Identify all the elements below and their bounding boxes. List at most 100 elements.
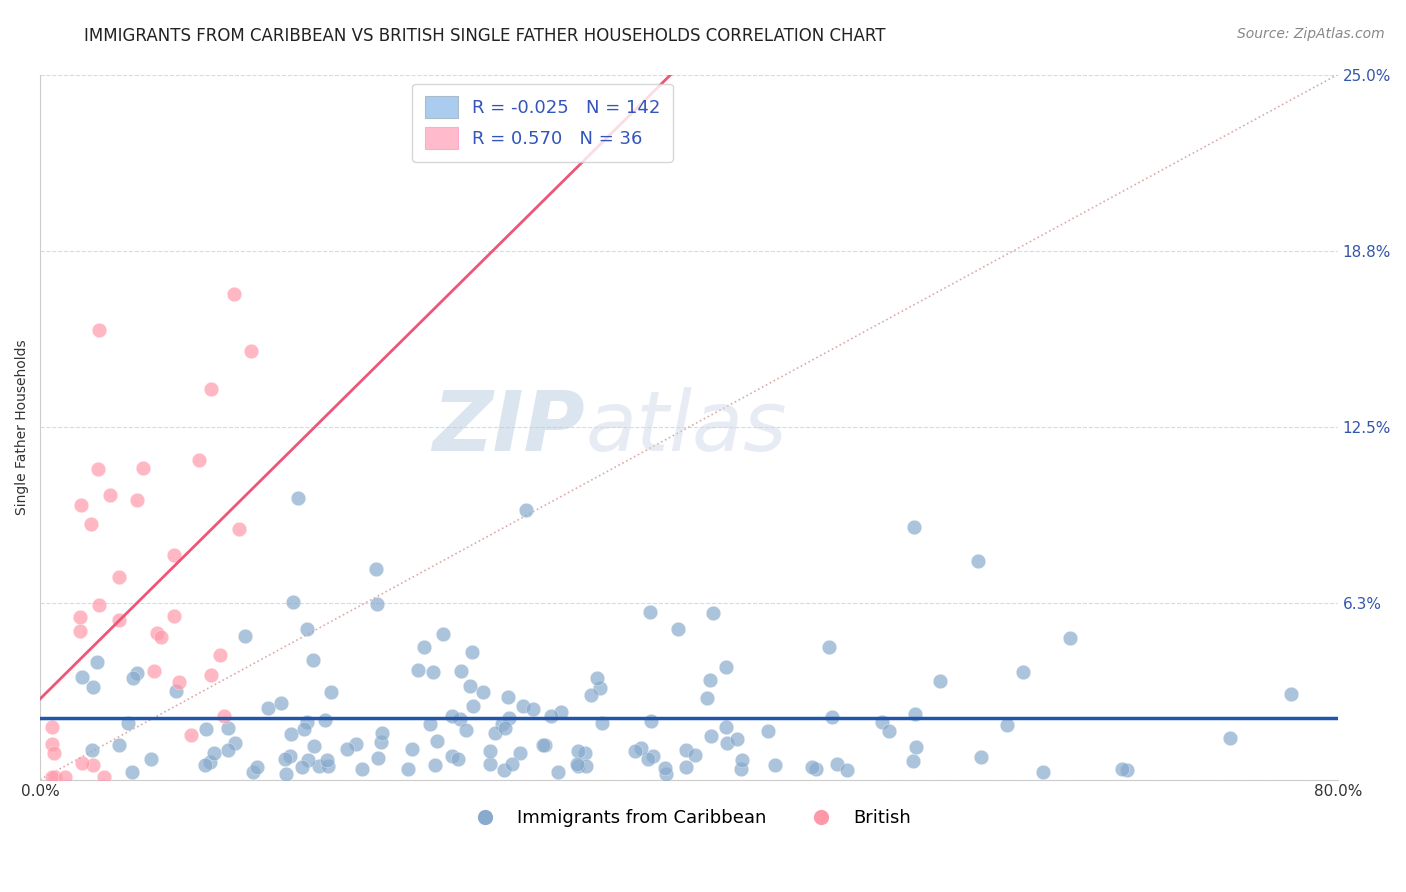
Point <box>904 706 927 721</box>
Point <box>274 752 297 766</box>
Point <box>117 716 139 731</box>
Point <box>108 738 131 752</box>
Point <box>640 714 662 728</box>
Point <box>804 762 827 776</box>
Point <box>763 758 786 772</box>
Point <box>818 640 841 655</box>
Point <box>200 382 222 396</box>
Point <box>198 756 221 770</box>
Point <box>1012 665 1035 679</box>
Point <box>412 640 434 654</box>
Point <box>574 746 596 760</box>
Point <box>287 491 309 505</box>
Point <box>447 752 470 766</box>
Point <box>637 752 659 766</box>
Point <box>121 671 143 685</box>
Point <box>319 684 342 698</box>
Point <box>501 757 523 772</box>
Point <box>675 742 697 756</box>
Point <box>364 561 387 575</box>
Point <box>202 746 225 760</box>
Point <box>308 759 330 773</box>
Point <box>821 710 844 724</box>
Point <box>879 724 901 739</box>
Point <box>132 461 155 475</box>
Point <box>929 673 952 688</box>
Point <box>969 749 991 764</box>
Point <box>458 679 481 693</box>
Point <box>344 737 367 751</box>
Point <box>870 715 893 730</box>
Point <box>837 763 859 777</box>
Point <box>1059 632 1081 646</box>
Point <box>496 690 519 705</box>
Point <box>491 717 513 731</box>
Point <box>188 453 211 467</box>
Point <box>494 721 516 735</box>
Text: IMMIGRANTS FROM CARIBBEAN VS BRITISH SINGLE FATHER HOUSEHOLDS CORRELATION CHART: IMMIGRANTS FROM CARIBBEAN VS BRITISH SIN… <box>84 27 886 45</box>
Point <box>396 762 419 776</box>
Point <box>534 739 557 753</box>
Point <box>80 516 103 531</box>
Point <box>1219 731 1241 746</box>
Point <box>591 715 613 730</box>
Point <box>825 757 848 772</box>
Point <box>903 754 925 768</box>
Point <box>515 502 537 516</box>
Point <box>108 569 131 583</box>
Point <box>125 493 148 508</box>
Point <box>449 712 471 726</box>
Point <box>70 498 93 512</box>
Point <box>699 673 721 688</box>
Point <box>297 623 319 637</box>
Point <box>70 670 93 684</box>
Point <box>655 766 678 780</box>
Point <box>1111 762 1133 776</box>
Point <box>702 606 724 620</box>
Point <box>696 691 718 706</box>
Point <box>53 770 76 784</box>
Point <box>547 764 569 779</box>
Point <box>967 554 990 568</box>
Point <box>87 598 110 612</box>
Point <box>567 759 589 773</box>
Point <box>440 709 463 723</box>
Point <box>274 767 297 781</box>
Point <box>589 681 612 696</box>
Point <box>194 722 217 736</box>
Point <box>212 708 235 723</box>
Point <box>127 666 149 681</box>
Y-axis label: Single Father Households: Single Father Households <box>15 339 30 515</box>
Point <box>291 760 314 774</box>
Point <box>246 760 269 774</box>
Point <box>336 742 359 756</box>
Point <box>200 668 222 682</box>
Point <box>44 770 66 784</box>
Point <box>512 698 534 713</box>
Point <box>716 736 738 750</box>
Point <box>700 729 723 743</box>
Point <box>292 722 315 736</box>
Point <box>725 731 748 746</box>
Point <box>441 748 464 763</box>
Point <box>574 758 596 772</box>
Point <box>623 744 645 758</box>
Point <box>509 746 531 760</box>
Point <box>522 702 544 716</box>
Point <box>217 721 239 735</box>
Point <box>406 663 429 677</box>
Point <box>280 749 302 764</box>
Point <box>194 758 217 772</box>
Point <box>180 728 202 742</box>
Point <box>86 655 108 669</box>
Point <box>82 743 104 757</box>
Point <box>423 758 446 772</box>
Point <box>165 684 187 698</box>
Point <box>478 744 501 758</box>
Point <box>228 522 250 536</box>
Point <box>716 720 738 734</box>
Point <box>419 717 441 731</box>
Point <box>162 609 184 624</box>
Point <box>800 760 823 774</box>
Point <box>224 736 246 750</box>
